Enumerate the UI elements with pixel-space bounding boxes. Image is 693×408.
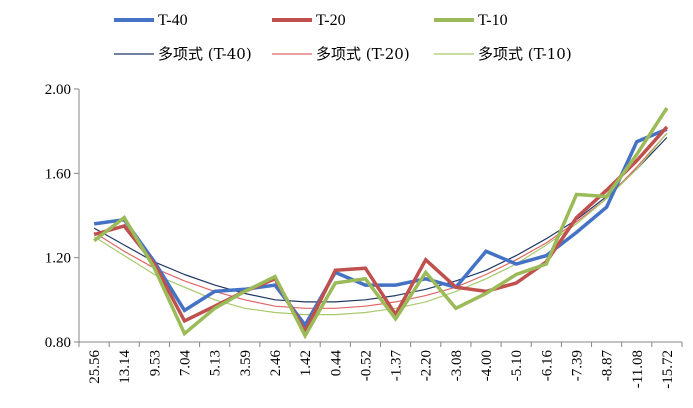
legend-label: T-20 <box>316 12 346 29</box>
line-series-1 <box>93 125 669 336</box>
legend-label: T-40 <box>158 12 188 29</box>
x-tick-label: -8.87 <box>600 350 616 382</box>
y-tick-label: 1.60 <box>45 166 71 182</box>
legend-item-0: T-40 <box>114 12 188 29</box>
line-series-2 <box>93 107 669 340</box>
legend-item-1: T-20 <box>272 12 346 29</box>
legend-label: 多项式 (T-20) <box>316 45 410 63</box>
x-tick-label: 5.13 <box>208 350 224 376</box>
axes: 0.80 1.20 1.60 2.00 25.56 13.14 9.53 7.04 5.13 3.… <box>45 82 683 389</box>
x-tick-label: -3.08 <box>449 350 465 381</box>
x-tick-label: 2.46 <box>268 350 284 377</box>
series-lines <box>93 107 669 340</box>
y-tick-label: 1.20 <box>45 251 71 267</box>
x-tick-label: -4.00 <box>479 350 495 381</box>
x-tick-label: -15.72 <box>660 350 676 389</box>
legend-label: T-10 <box>478 12 508 29</box>
x-tick-label: 9.53 <box>147 350 163 376</box>
x-tick-label: 13.14 <box>117 350 133 384</box>
legend-label: 多项式 (T-40) <box>158 45 252 63</box>
x-tick-label: 3.59 <box>238 350 254 376</box>
legend-item-4: 多项式 (T-20) <box>272 45 410 63</box>
legend-item-2: T-10 <box>434 12 508 29</box>
trendline-series-5 <box>93 132 668 316</box>
y-tick-label: 0.80 <box>45 335 71 351</box>
line-series-0 <box>93 127 668 329</box>
x-tick-label: 7.04 <box>178 350 194 377</box>
x-tick-label: -7.39 <box>569 350 585 381</box>
legend: T-40 T-20 T-10 多项式 (T-40) 多项式 (T-20) 多项式 (T-1… <box>114 12 572 63</box>
x-tick-label: -0.52 <box>358 350 374 381</box>
x-tick-label: -2.20 <box>419 350 435 381</box>
y-tick-label: 2.00 <box>45 82 71 98</box>
x-tick-label: -11.08 <box>630 350 646 388</box>
x-tick-label: -1.37 <box>389 350 405 382</box>
x-tick-label: 1.42 <box>298 350 314 376</box>
legend-item-5: 多项式 (T-10) <box>434 45 572 63</box>
legend-label: 多项式 (T-10) <box>478 45 572 63</box>
legend-item-3: 多项式 (T-40) <box>114 45 252 63</box>
x-tick-label: 25.56 <box>87 350 103 384</box>
x-tick-label: -5.10 <box>509 350 525 381</box>
x-tick-label: -6.16 <box>539 350 555 382</box>
x-tick-label: 0.44 <box>328 350 344 377</box>
trendlines <box>93 132 668 316</box>
